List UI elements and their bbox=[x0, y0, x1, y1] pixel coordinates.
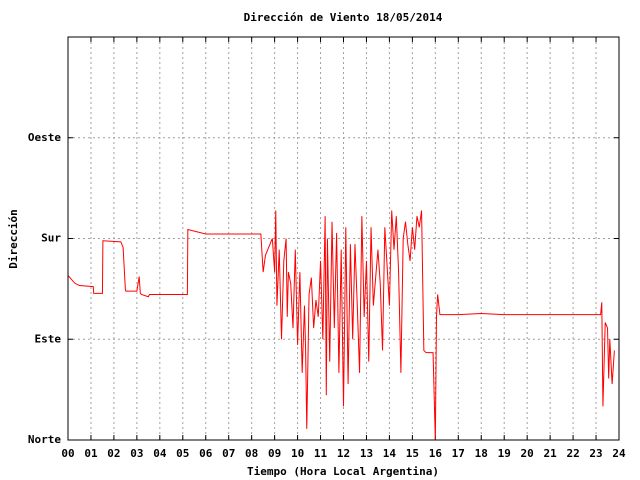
x-tick-label: 01 bbox=[84, 447, 98, 460]
grid bbox=[67, 37, 620, 441]
x-tick-label: 00 bbox=[61, 447, 74, 460]
y-axis-label: Dirección bbox=[7, 209, 20, 269]
x-tick-label: 19 bbox=[498, 447, 511, 460]
x-tick-label: 02 bbox=[107, 447, 120, 460]
x-tick-label: 03 bbox=[130, 447, 143, 460]
x-tick-label: 07 bbox=[222, 447, 235, 460]
x-tick-label: 09 bbox=[268, 447, 281, 460]
x-tick-label: 14 bbox=[383, 447, 397, 460]
x-tick-label: 22 bbox=[566, 447, 579, 460]
x-tick-label: 08 bbox=[245, 447, 258, 460]
x-tick-label: 15 bbox=[406, 447, 419, 460]
x-tick-label: 20 bbox=[521, 447, 534, 460]
x-tick-label: 04 bbox=[153, 447, 167, 460]
x-tick-label: 06 bbox=[199, 447, 213, 460]
x-tick-label: 13 bbox=[360, 447, 373, 460]
x-tick-label: 11 bbox=[314, 447, 328, 460]
x-tick-label: 12 bbox=[337, 447, 350, 460]
x-tick-label: 24 bbox=[612, 447, 626, 460]
x-tick-label: 05 bbox=[176, 447, 189, 460]
plot-frame bbox=[67, 36, 620, 441]
x-tick-label: 21 bbox=[544, 447, 558, 460]
plot bbox=[67, 210, 615, 441]
x-axis-label: Tiempo (Hora Local Argentina) bbox=[247, 465, 439, 478]
chart-title: Dirección de Viento 18/05/2014 bbox=[244, 11, 443, 24]
y-tick-label: Este bbox=[35, 332, 62, 345]
x-tick-label: 16 bbox=[429, 447, 443, 460]
data-line bbox=[67, 210, 615, 441]
x-tick-label: 10 bbox=[291, 447, 304, 460]
y-tick-label: Norte bbox=[28, 433, 61, 446]
x-tick-label: 17 bbox=[452, 447, 465, 460]
y-tick-label: Oeste bbox=[28, 131, 61, 144]
y-tick-label: Sur bbox=[41, 232, 61, 245]
x-tick-label: 18 bbox=[475, 447, 488, 460]
x-tick-label: 23 bbox=[589, 447, 602, 460]
